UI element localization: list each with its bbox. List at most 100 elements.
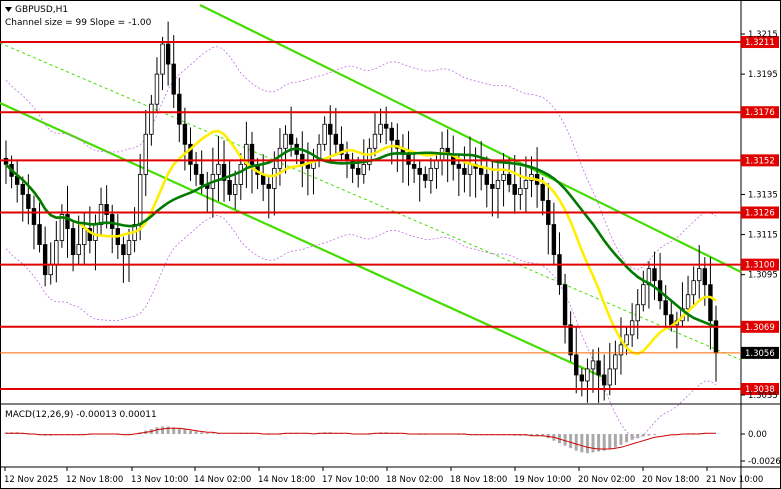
candle-body (188, 143, 193, 165)
candle-body (635, 304, 640, 322)
candle-body (697, 268, 702, 282)
candle-body (395, 139, 400, 149)
moving-averages (5, 129, 717, 356)
candle-body (54, 240, 59, 266)
candle-body (495, 180, 501, 189)
level-price-label: 1.3100 (745, 261, 775, 271)
candle-body (490, 184, 495, 189)
candle-body (121, 244, 126, 256)
level-price-box (741, 36, 779, 49)
indicator-caption: Channel size = 99 Slope = -1.00 (5, 18, 152, 28)
time-label: 21 Nov 10:00 (706, 475, 763, 485)
candle-body (171, 63, 176, 95)
level-price-label: 1.3126 (745, 208, 775, 218)
candle-body (110, 214, 115, 229)
time-label: 17 Nov 10:00 (322, 475, 379, 485)
candle-body (607, 368, 612, 386)
time-label: 20 Nov 02:00 (578, 475, 635, 485)
candle-body (406, 153, 411, 165)
candle-body (669, 314, 674, 326)
dropdown-triangle-icon[interactable] (5, 7, 12, 12)
macd-signal-line (6, 427, 716, 450)
candle-body (702, 268, 708, 286)
candle-body (70, 228, 76, 256)
macd-panel: 0.00 -0.00264 (4, 426, 781, 467)
candle-body (26, 194, 31, 209)
current-price-box (741, 346, 779, 359)
level-price-box (741, 154, 779, 167)
candle-body (31, 208, 37, 225)
candle-body (685, 294, 691, 310)
candle-body (104, 204, 109, 215)
candle-body (641, 284, 646, 306)
candle-body (288, 133, 294, 145)
candle-body (76, 244, 81, 256)
time-label: 12 Nov 2025 (4, 475, 58, 485)
candle-body (65, 214, 70, 229)
level-lines: 1.3211 1.3176 1.3152 1.3126 1.3100 1.3069 1.30… (0, 36, 779, 395)
channel-mid-line (0, 42, 742, 361)
price-tick-label: 1.3115 (748, 231, 778, 241)
time-label: 18 Nov 18:00 (450, 475, 507, 485)
candle-body (149, 103, 154, 135)
candle-body (328, 123, 333, 135)
candle-body (367, 147, 372, 165)
price-tick-label: 1.3195 (748, 70, 778, 80)
candle-body (199, 173, 204, 185)
candle-body (557, 254, 562, 286)
candle-body (272, 167, 277, 189)
time-label: 18 Nov 02:00 (386, 475, 443, 485)
ma-slow-line (5, 147, 717, 329)
candle-body (154, 73, 160, 105)
level-price-label: 1.3069 (745, 323, 775, 333)
candle-body (478, 167, 484, 175)
ma-fast-line (5, 129, 717, 356)
candle-body (456, 163, 462, 169)
candle-body (98, 204, 104, 225)
symbol-title: GBPUSD,H1 (15, 5, 68, 15)
candle-body (590, 360, 596, 370)
time-label: 12 Nov 18:00 (66, 475, 123, 485)
channel-lower-line (0, 101, 606, 380)
candle-body (372, 133, 378, 149)
level-price-label: 1.3176 (745, 108, 775, 118)
macd-caption: MACD(12,26,9) -0.00013 0.00011 (5, 410, 157, 420)
candle-body (137, 173, 143, 225)
candle-body (3, 157, 9, 165)
candle-body (663, 300, 668, 316)
candle-body (417, 167, 422, 175)
candle-body (551, 224, 557, 256)
level-price-box (741, 320, 779, 333)
candle-body (182, 123, 188, 145)
candles (3, 21, 719, 403)
candle-body (574, 354, 579, 376)
candle-body (613, 354, 618, 370)
level-price-box (741, 382, 779, 395)
candle-body (562, 284, 568, 326)
candle-body (322, 123, 327, 145)
price-tick-label: 1.3095 (748, 271, 778, 281)
price-tick-label: 1.3215 (748, 30, 778, 40)
candle-body (216, 163, 221, 175)
candle-body (300, 153, 305, 165)
candle-body (177, 93, 182, 125)
candle-body (266, 184, 271, 189)
candle-body (227, 180, 232, 195)
level-price-box (741, 106, 779, 119)
macd-tick-label: -0.00264 (748, 457, 781, 467)
time-label: 14 Nov 18:00 (258, 475, 315, 485)
candle-body (93, 224, 98, 241)
candle-body (484, 173, 489, 185)
time-label: 19 Nov 10:00 (514, 475, 571, 485)
level-price-label: 1.3038 (745, 385, 775, 395)
candle-body (37, 224, 42, 245)
candle-body (350, 159, 355, 169)
candle-body (568, 324, 573, 356)
candle-body (579, 374, 585, 382)
price-tick-label: 1.3135 (748, 190, 778, 200)
level-price-box (741, 206, 779, 219)
candle-body (501, 173, 506, 181)
candle-body (333, 133, 339, 145)
candle-body (339, 143, 344, 155)
